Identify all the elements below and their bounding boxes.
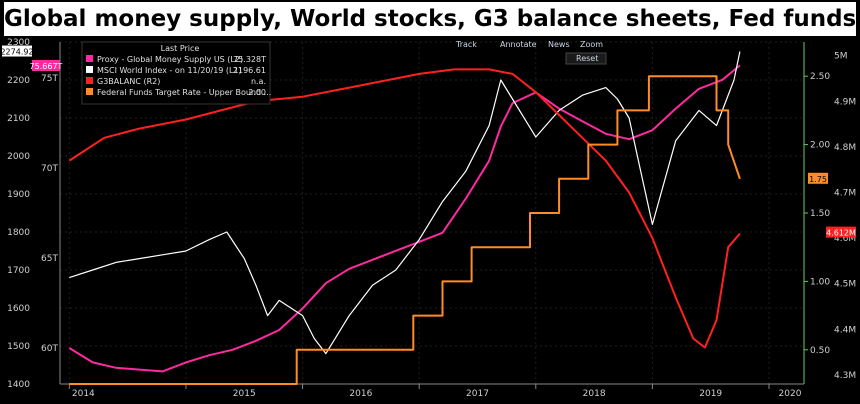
year-tick-label: 2015 bbox=[233, 389, 256, 399]
reset-button[interactable]: Reset bbox=[576, 54, 598, 63]
year-tick-label: 2018 bbox=[583, 389, 606, 399]
r1-tick-label: 1.00 bbox=[810, 277, 830, 287]
l1-tick-label: 2300 bbox=[7, 38, 30, 48]
r2-last-value-tag: 4.612M bbox=[826, 229, 856, 238]
year-tick-label: 2017 bbox=[466, 389, 489, 399]
legend-label: G3BALANC (R2) bbox=[97, 77, 160, 86]
legend-value: 2.00 bbox=[248, 88, 266, 97]
last-value-tags: 2274.92 75.667T 1.75 4.612M bbox=[0, 45, 856, 238]
l2-last-value-tag-bg bbox=[32, 59, 60, 71]
l2-tick-label: 75T bbox=[41, 74, 58, 84]
l2-last-value-tag: 75.667T bbox=[30, 62, 63, 71]
legend-value: n.a. bbox=[251, 77, 266, 86]
legend-label: MSCI World Index - on 11/20/19 (L1) bbox=[97, 66, 242, 75]
r2-tick-label: 4.9M bbox=[834, 97, 856, 107]
zoom-button[interactable]: Zoom bbox=[580, 40, 603, 49]
series-line-2 bbox=[68, 68, 741, 349]
legend-label: Proxy - Global Money Supply US (L2) bbox=[97, 55, 243, 64]
grid-lines bbox=[60, 41, 804, 385]
r1-tick-label: 2.00 bbox=[810, 141, 830, 151]
series-line-1 bbox=[69, 51, 741, 355]
r2-tick-label: 5M bbox=[834, 52, 848, 62]
legend-value: 2196.61 bbox=[233, 66, 266, 75]
legend-swatch bbox=[86, 55, 93, 62]
r1-tick-label: 2.50 bbox=[810, 72, 830, 82]
l1-tick-label: 2100 bbox=[7, 114, 30, 124]
l1-last-value-tag-bg bbox=[2, 45, 32, 57]
legend-value: 75.328T bbox=[233, 55, 266, 64]
news-button[interactable]: News bbox=[548, 40, 570, 49]
legend-swatch bbox=[86, 77, 93, 84]
track-button[interactable]: Track bbox=[455, 40, 477, 49]
l1-tick-label: 2200 bbox=[7, 76, 30, 86]
r1-last-value-tag-bg bbox=[808, 172, 828, 184]
r1-last-value-tag: 1.75 bbox=[809, 175, 827, 184]
year-tick-label: 2020 bbox=[779, 389, 802, 399]
chart-title: Global money supply, World stocks, G3 ba… bbox=[4, 2, 856, 36]
legend: Last Price Proxy - Global Money Supply U… bbox=[81, 41, 271, 105]
legend-box bbox=[81, 41, 271, 105]
l2-tick-label: 65T bbox=[41, 254, 58, 264]
r2-tick-label: 4.7M bbox=[834, 188, 856, 198]
series-line-0 bbox=[68, 64, 741, 373]
legend-header: Last Price bbox=[161, 44, 200, 53]
l1-tick-label: 1400 bbox=[7, 380, 30, 390]
r1-tick-label: 1.50 bbox=[810, 209, 830, 219]
r2-tick-label: 4.5M bbox=[834, 280, 856, 290]
reset-button-bg bbox=[565, 52, 607, 65]
legend-swatch bbox=[86, 66, 93, 73]
l1-tick-label: 1700 bbox=[7, 266, 30, 276]
l1-tick-label: 1900 bbox=[7, 190, 30, 200]
l1-last-value-tag: 2274.92 bbox=[0, 48, 33, 57]
r2-tick-label: 4.6M bbox=[834, 234, 856, 244]
series-lines bbox=[68, 51, 741, 385]
legend-swatch bbox=[86, 88, 93, 95]
l1-tick-label: 1600 bbox=[7, 304, 30, 314]
annotate-button[interactable]: Annotate bbox=[500, 40, 537, 49]
series-line-3 bbox=[69, 75, 741, 385]
l2-tick-label: 70T bbox=[41, 164, 58, 174]
l1-tick-label: 1500 bbox=[7, 342, 30, 352]
toolbar: Track Annotate News Zoom Reset bbox=[455, 40, 607, 65]
year-tick-label: 2019 bbox=[699, 389, 722, 399]
r2-tick-label: 4.4M bbox=[834, 325, 856, 335]
chart-area: 1400 1500 1600 1700 1800 1900 2000 2100 2200 2300… bbox=[0, 36, 860, 404]
axis-ticks: 1400 1500 1600 1700 1800 1900 2000 2100 2200 2300… bbox=[7, 38, 856, 399]
l2-tick-label: 60T bbox=[41, 344, 58, 354]
legend-label: Federal Funds Target Rate - Upper Bound … bbox=[97, 88, 271, 97]
year-tick-label: 2016 bbox=[349, 389, 372, 399]
l1-tick-label: 1800 bbox=[7, 228, 30, 238]
year-tick-label: 2014 bbox=[72, 389, 95, 399]
r1-tick-label: 0.50 bbox=[810, 346, 830, 356]
r2-last-value-tag-bg bbox=[826, 226, 856, 238]
r2-tick-label: 4.8M bbox=[834, 143, 856, 153]
r2-tick-label: 4.3M bbox=[834, 371, 856, 381]
l1-tick-label: 2000 bbox=[7, 152, 30, 162]
